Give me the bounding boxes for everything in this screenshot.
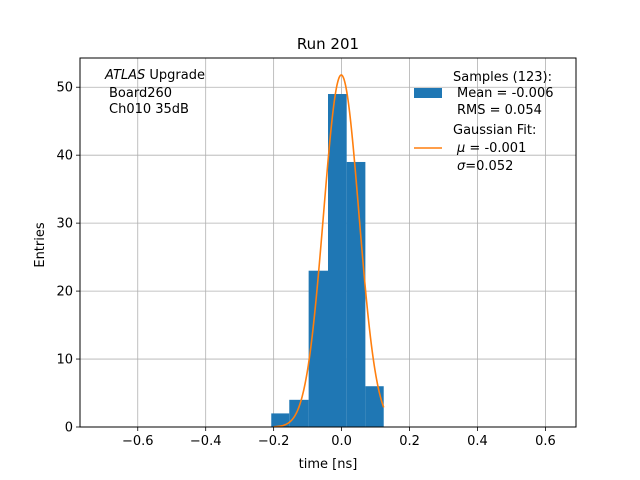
histogram-bar [365,386,384,427]
legend-mu-value: = -0.001 [465,141,526,156]
annotation-line1: ATLAS Upgrade [104,68,205,83]
x-axis-label: time [ns] [299,457,358,472]
y-tick-label: 0 [65,421,73,436]
annotation-channel: Ch010 35dB [109,102,189,117]
chart-title: Run 201 [297,35,359,53]
x-tick-label: 0.0 [331,434,352,449]
annotation-atlas: ATLAS [104,68,145,83]
legend-sigma-symbol: σ [457,159,466,174]
x-tick-label: −0.6 [122,434,154,449]
x-tick-label: −0.4 [190,434,222,449]
y-axis-label: Entries [33,222,48,268]
legend-mu-symbol: μ [456,141,465,156]
atlas-annotation: ATLAS Upgrade Board260 Ch010 35dB [104,68,205,117]
gaussian-fit-curve [273,74,385,428]
x-tick-label: −0.2 [258,434,290,449]
y-axis-ticks: 0 10 20 30 40 50 [56,81,80,436]
x-tick-label: 0.2 [399,434,420,449]
legend-samples-rms: RMS = 0.054 [457,103,542,118]
y-tick-label: 50 [56,81,73,96]
annotation-board: Board260 [109,86,172,101]
legend-samples-swatch [414,88,442,98]
x-axis-ticks: −0.6 −0.4 −0.2 0.0 0.2 0.4 0.6 [122,427,556,449]
legend-fit-sigma: σ=0.052 [457,159,513,174]
legend-sigma-value: =0.052 [465,159,513,174]
x-tick-label: 0.6 [535,434,556,449]
legend-fit-title: Gaussian Fit: [453,123,536,138]
legend-samples-mean: Mean = -0.006 [457,86,553,101]
legend-fit-mu: μ = -0.001 [456,141,526,156]
x-tick-label: 0.4 [467,434,488,449]
legend: Samples (123): Mean = -0.006 RMS = 0.054… [414,70,553,174]
y-tick-label: 40 [56,149,73,164]
annotation-upgrade: Upgrade [145,68,205,83]
histogram-bar [308,270,328,427]
y-tick-label: 10 [56,353,73,368]
histogram-bar [346,161,366,427]
histogram-bar [289,399,309,427]
histogram-bar [328,94,347,427]
axes-frame [79,57,577,428]
histogram-bar [271,413,290,427]
y-tick-label: 30 [56,217,73,232]
legend-samples-title: Samples (123): [453,70,552,85]
y-tick-label: 20 [56,285,73,300]
